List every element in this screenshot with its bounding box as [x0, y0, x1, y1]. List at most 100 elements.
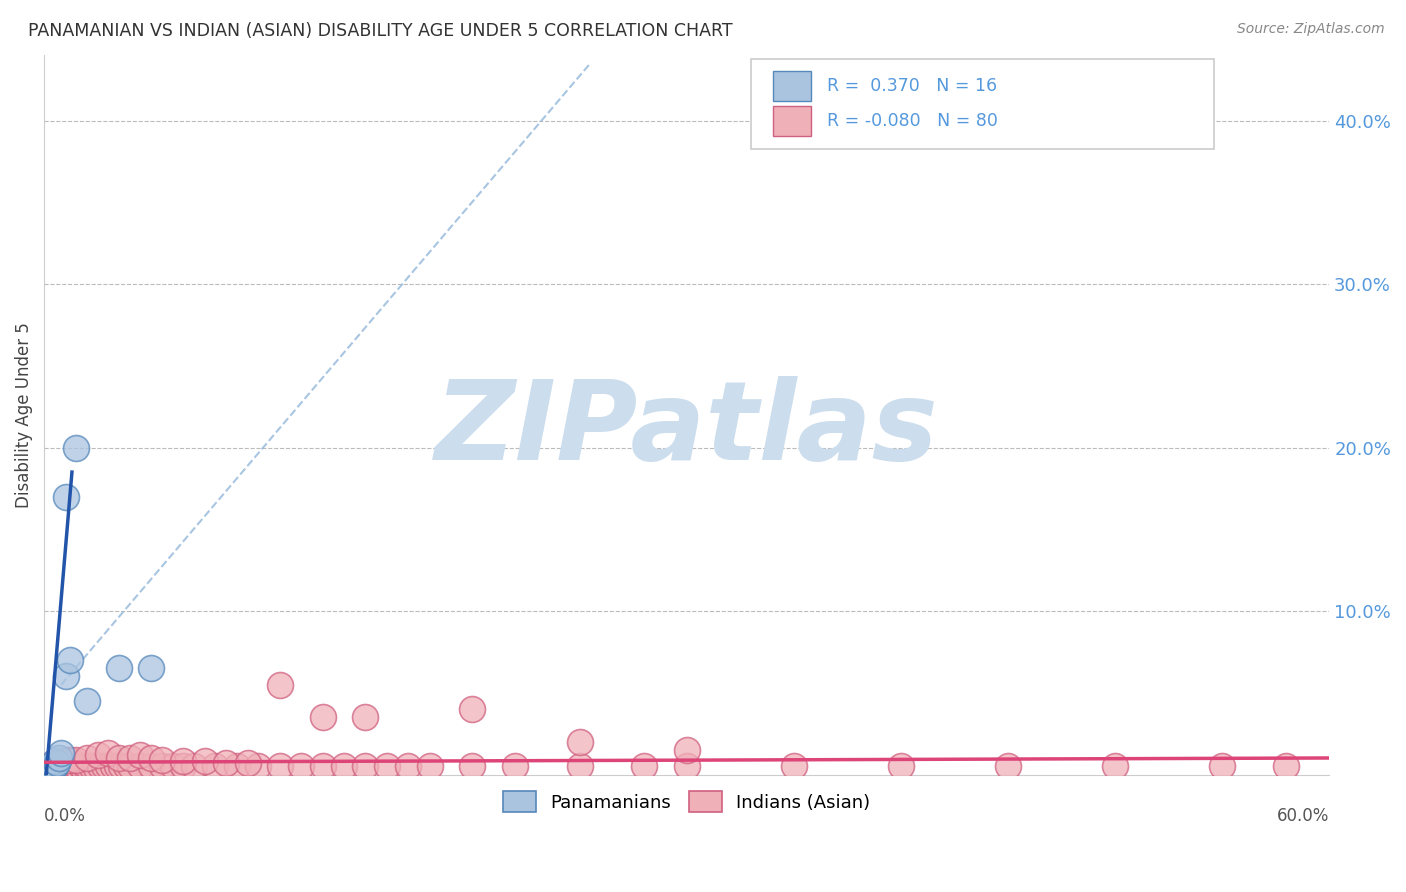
Point — [46, 759, 69, 773]
Point — [114, 759, 136, 773]
Point — [1104, 759, 1126, 773]
Point — [568, 735, 591, 749]
Point — [1211, 759, 1233, 773]
Point — [46, 756, 69, 771]
Point — [311, 759, 333, 773]
Point — [633, 759, 655, 773]
Point — [59, 653, 82, 667]
Point — [568, 759, 591, 773]
Point — [172, 759, 194, 773]
Point — [108, 751, 131, 765]
Text: 0.0%: 0.0% — [44, 807, 86, 825]
Point — [101, 759, 124, 773]
Text: ZIPatlas: ZIPatlas — [434, 376, 939, 483]
Point — [419, 759, 441, 773]
Point — [55, 669, 77, 683]
Point — [118, 759, 141, 773]
Point — [93, 759, 115, 773]
Point — [86, 747, 108, 762]
Point — [48, 751, 70, 765]
Point — [311, 710, 333, 724]
Point — [65, 759, 87, 773]
Point — [51, 747, 73, 761]
Point — [69, 759, 91, 773]
Point — [396, 759, 419, 773]
Point — [129, 759, 152, 773]
Point — [997, 759, 1019, 773]
Point — [110, 759, 132, 773]
Point — [129, 747, 152, 762]
Point — [51, 759, 73, 773]
Point — [783, 759, 806, 773]
Point — [150, 759, 173, 773]
Legend: Panamanians, Indians (Asian): Panamanians, Indians (Asian) — [496, 784, 877, 820]
Point — [73, 759, 96, 773]
Point — [89, 759, 111, 773]
Point — [63, 759, 86, 773]
Point — [55, 759, 77, 773]
Point — [41, 759, 63, 773]
Point — [80, 759, 103, 773]
Bar — [773, 71, 811, 101]
Text: R = -0.080   N = 80: R = -0.080 N = 80 — [827, 112, 998, 130]
Point — [46, 756, 69, 771]
Point — [39, 763, 62, 777]
Point — [141, 759, 163, 773]
Point — [55, 753, 77, 767]
Point — [236, 756, 259, 771]
Point — [461, 702, 484, 716]
Point — [44, 755, 66, 769]
Point — [41, 761, 63, 775]
Text: R =  0.370   N = 16: R = 0.370 N = 16 — [827, 77, 997, 95]
Point — [215, 756, 238, 771]
Point — [333, 759, 356, 773]
Point — [39, 759, 62, 773]
Point — [84, 761, 107, 775]
Point — [194, 755, 217, 769]
Point — [97, 747, 120, 761]
Point — [225, 759, 247, 773]
Text: 60.0%: 60.0% — [1277, 807, 1329, 825]
Point — [375, 759, 398, 773]
Point — [59, 759, 82, 773]
Point — [354, 759, 377, 773]
Point — [269, 678, 291, 692]
Point — [172, 755, 194, 769]
Point — [52, 761, 75, 775]
Point — [108, 661, 131, 675]
Bar — [773, 106, 811, 136]
Point — [56, 761, 79, 775]
Point — [67, 761, 90, 775]
Point — [97, 759, 120, 773]
Point — [72, 761, 94, 775]
Point — [39, 761, 62, 775]
Point — [105, 759, 128, 773]
Point — [44, 759, 66, 773]
Point — [162, 759, 184, 773]
Point — [48, 761, 70, 775]
Point — [51, 755, 73, 769]
Point — [44, 761, 66, 775]
Point — [269, 759, 291, 773]
Point — [150, 753, 173, 767]
Point — [65, 753, 87, 767]
Point — [1275, 759, 1298, 773]
Text: Source: ZipAtlas.com: Source: ZipAtlas.com — [1237, 22, 1385, 37]
Point — [461, 759, 484, 773]
Point — [76, 751, 98, 765]
Point — [354, 710, 377, 724]
Point — [55, 490, 77, 504]
Point — [118, 751, 141, 765]
Point — [675, 759, 697, 773]
Point — [290, 759, 312, 773]
FancyBboxPatch shape — [751, 59, 1213, 149]
Point — [60, 761, 83, 775]
Point — [59, 753, 82, 767]
Text: PANAMANIAN VS INDIAN (ASIAN) DISABILITY AGE UNDER 5 CORRELATION CHART: PANAMANIAN VS INDIAN (ASIAN) DISABILITY … — [28, 22, 733, 40]
Point — [76, 759, 98, 773]
Point — [890, 759, 912, 773]
Point — [204, 759, 226, 773]
Point — [76, 694, 98, 708]
Point — [141, 661, 163, 675]
Point — [675, 743, 697, 757]
